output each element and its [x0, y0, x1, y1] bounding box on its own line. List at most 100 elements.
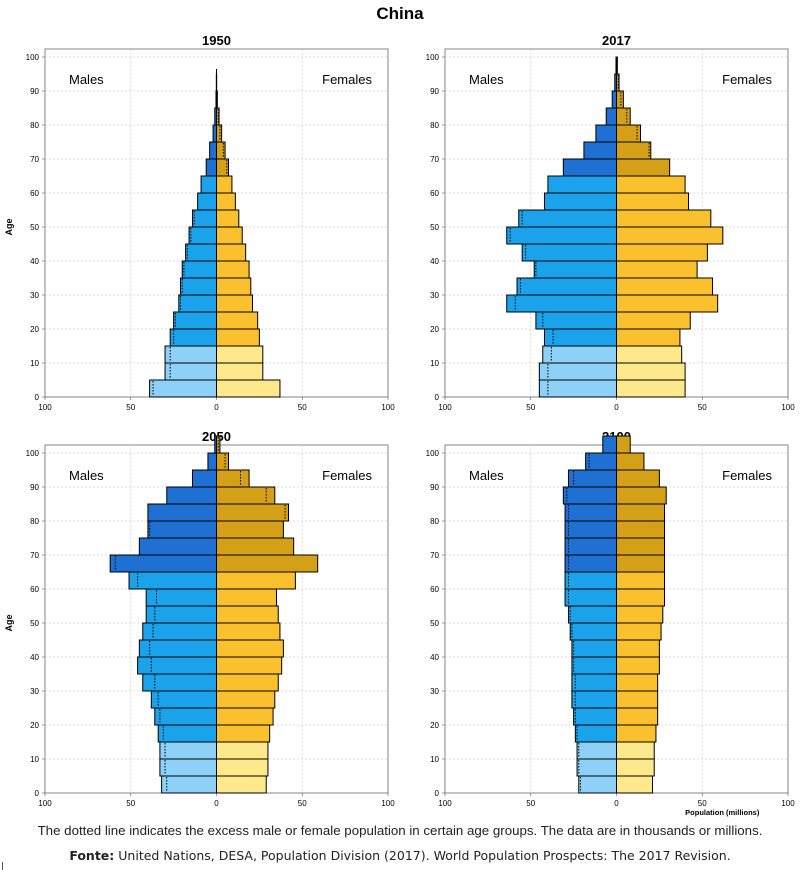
males-label: Males: [69, 468, 104, 483]
male-bar: [583, 141, 617, 160]
y-tick-label: 20: [30, 721, 39, 730]
male-bar: [145, 605, 217, 624]
female-bar: [216, 452, 230, 471]
male-bar: [159, 758, 217, 777]
male-bar: [157, 724, 218, 743]
female-bar: [616, 107, 631, 126]
x-tick-label: 100: [438, 799, 452, 808]
male-bar: [567, 469, 617, 488]
male-bar: [578, 775, 618, 794]
y-tick-label: 100: [26, 449, 40, 458]
female-bar: [216, 175, 233, 194]
female-bar: [216, 622, 281, 641]
male-bar: [142, 622, 218, 641]
female-bar: [616, 379, 686, 398]
female-bar: [216, 571, 296, 590]
female-bar: [216, 673, 279, 692]
male-bar: [181, 260, 217, 279]
male-bar: [538, 379, 618, 398]
y-tick-label: 30: [430, 687, 439, 696]
female-bar: [616, 260, 698, 279]
male-bar: [506, 294, 617, 313]
male-bar: [516, 277, 618, 296]
y-tick-label: 90: [430, 483, 439, 492]
female-bar: [216, 554, 319, 573]
male-bar: [571, 639, 617, 658]
x-tick-label: 100: [381, 403, 395, 412]
female-bar: [216, 690, 276, 709]
male-bar: [185, 243, 218, 262]
male-bar: [209, 141, 217, 160]
x-tick-label: 100: [381, 799, 395, 808]
male-bar: [543, 192, 617, 211]
female-bar: [616, 362, 686, 381]
female-bar: [616, 226, 724, 245]
female-bar: [216, 724, 271, 743]
female-bar: [616, 175, 686, 194]
male-bar: [166, 486, 217, 505]
female-bar: [216, 775, 267, 794]
male-bar: [173, 311, 217, 330]
male-bar: [518, 209, 617, 228]
male-bar: [178, 294, 218, 313]
male-bar: [188, 226, 217, 245]
chart-main-title: China: [376, 4, 424, 23]
female-bar: [216, 294, 254, 313]
male-bar: [585, 452, 618, 471]
male-bar: [547, 175, 618, 194]
pyramid-panel-1950: 1950 Males Females 0 10 20 30 40 50 60 70 80 90 100 10…: [4, 33, 395, 412]
y-tick-label: 40: [30, 653, 39, 662]
male-bar: [611, 90, 618, 109]
x-axis-label: Population (millions): [685, 808, 760, 817]
x-tick-label: 50: [298, 403, 307, 412]
male-bar: [564, 554, 617, 573]
male-bar: [205, 158, 218, 177]
y-tick-label: 40: [430, 257, 439, 266]
females-label: Females: [322, 468, 372, 483]
y-tick-label: 40: [430, 653, 439, 662]
x-tick-label: 50: [126, 403, 135, 412]
y-tick-label: 40: [30, 257, 39, 266]
y-tick-label: 20: [30, 325, 39, 334]
y-tick-label: 100: [426, 53, 440, 62]
male-bar: [595, 124, 617, 143]
female-bar: [616, 741, 655, 760]
y-tick-label: 50: [30, 619, 39, 628]
male-bar: [542, 345, 618, 364]
female-bar: [616, 158, 671, 177]
y-tick-label: 50: [430, 223, 439, 232]
female-bar: [616, 673, 659, 692]
y-tick-label: 60: [30, 585, 39, 594]
y-tick-label: 100: [426, 449, 440, 458]
y-tick-label: 0: [35, 789, 40, 798]
female-bar: [216, 124, 223, 143]
male-bar: [576, 741, 617, 760]
x-tick-label: 0: [614, 403, 619, 412]
male-bar: [207, 452, 218, 471]
female-bar: [216, 707, 274, 726]
male-bar: [506, 226, 617, 245]
y-tick-label: 10: [30, 359, 39, 368]
male-bar: [571, 673, 617, 692]
female-bar: [216, 226, 243, 245]
male-bar: [179, 277, 217, 296]
male-bar: [142, 673, 218, 692]
female-bar: [616, 243, 708, 262]
x-tick-label: 100: [438, 403, 452, 412]
source-prefix: Fonte:: [69, 848, 115, 863]
y-tick-label: 60: [430, 189, 439, 198]
male-bar: [571, 656, 617, 675]
female-bar: [216, 469, 250, 488]
y-tick-label: 70: [430, 551, 439, 560]
female-bar: [616, 141, 652, 160]
y-tick-label: 10: [30, 755, 39, 764]
male-bar: [169, 328, 218, 347]
female-bar: [216, 345, 264, 364]
female-bar: [216, 362, 264, 381]
y-axis-label: Age: [4, 614, 14, 631]
y-tick-label: 90: [30, 87, 39, 96]
female-bar: [216, 656, 283, 675]
female-bar: [216, 503, 290, 522]
male-bar: [571, 690, 617, 709]
female-bar: [616, 554, 666, 573]
